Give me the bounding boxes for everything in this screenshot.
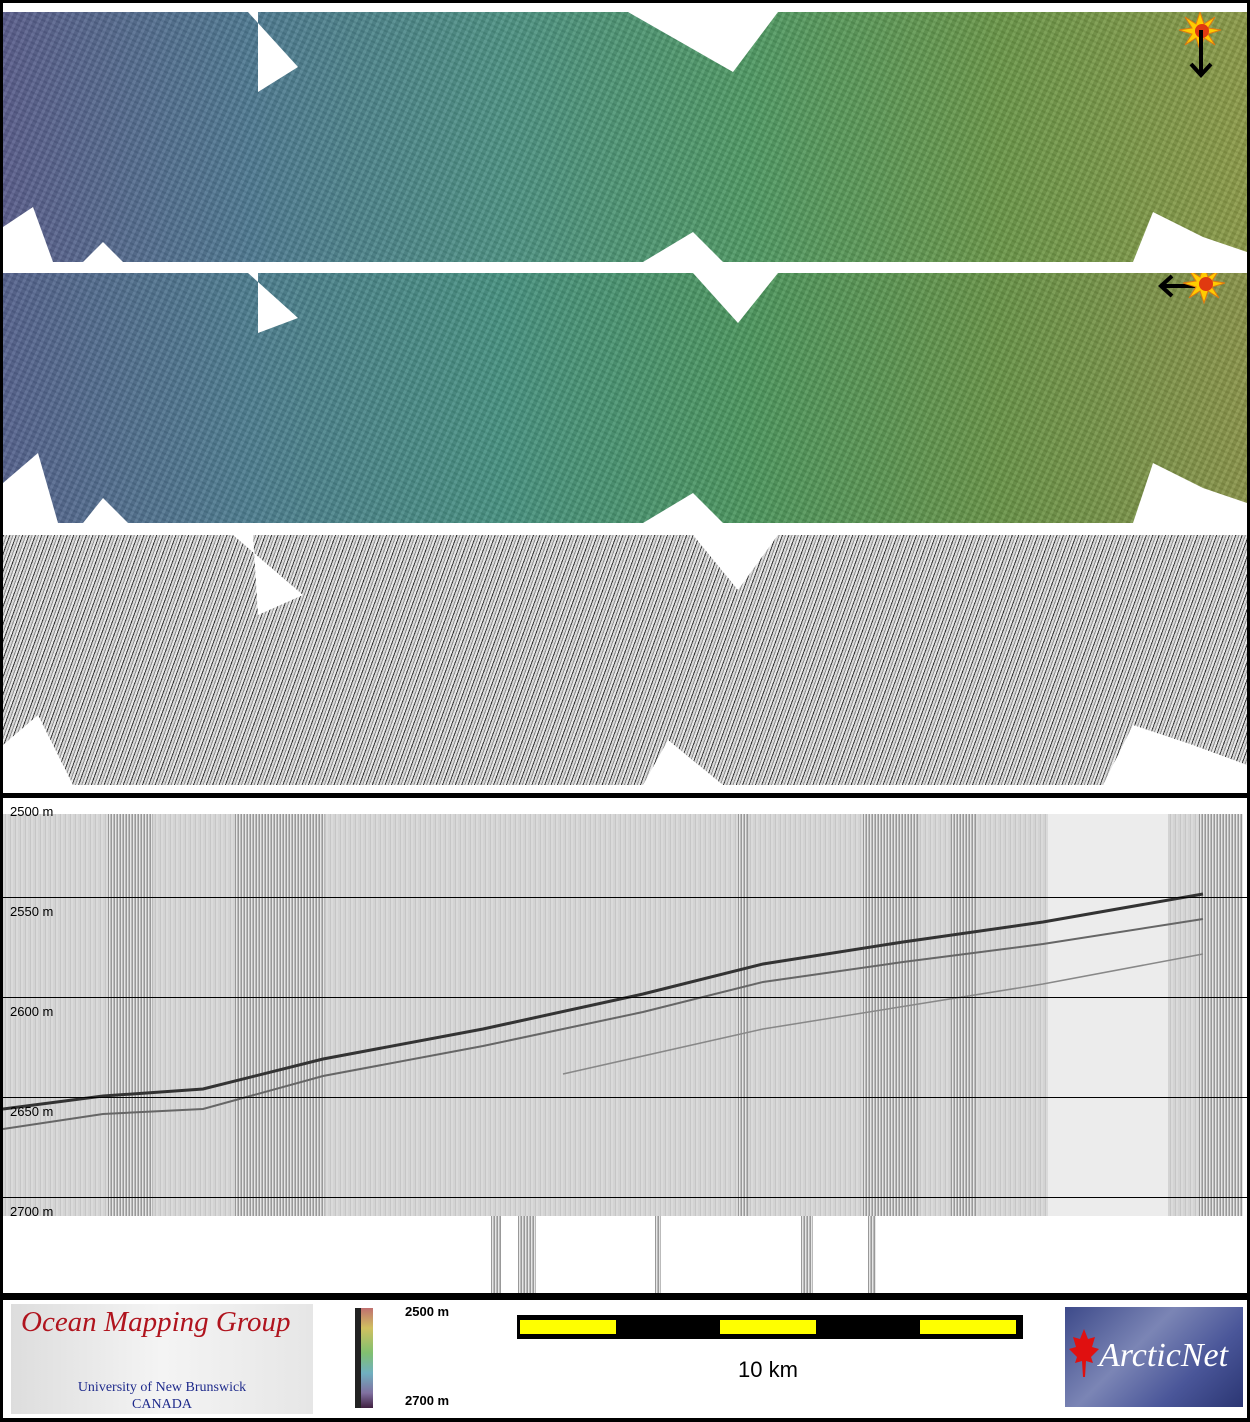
- bathymetry-panel-north-illumination: [3, 12, 1247, 262]
- depth-label: 2650 m: [10, 1104, 54, 1119]
- ocean-mapping-group-logo: Ocean Mapping Group University of New Br…: [11, 1304, 313, 1414]
- depth-label: 2600 m: [10, 1004, 54, 1019]
- depth-gridline: [3, 1097, 1247, 1098]
- survey-coverage-gaps: [3, 535, 1247, 785]
- legend-bar: Ocean Mapping Group University of New Br…: [3, 1300, 1247, 1418]
- bathymetry-panel-east-illumination: [3, 273, 1247, 523]
- maple-leaf-icon: [1069, 1329, 1099, 1377]
- subbottom-profile-panel: 2500 m 2550 m 2600 m 2650 m 2700 m: [3, 800, 1247, 1293]
- depth-colorbar: [355, 1308, 373, 1408]
- bathymetry-texture: [3, 273, 1247, 523]
- arrow-down-icon: [1189, 30, 1213, 78]
- omg-university: University of New Brunswick: [77, 1380, 247, 1395]
- arcticnet-logo: ArcticNet: [1065, 1307, 1243, 1407]
- depth-label: 2500 m: [10, 804, 54, 819]
- arcticnet-logo-text: ArcticNet: [1099, 1337, 1229, 1374]
- omg-title: Ocean Mapping Group: [21, 1306, 291, 1338]
- survey-coverage-gaps: [3, 273, 1247, 523]
- sidescan-texture: [3, 535, 1247, 785]
- survey-coverage-gaps: [3, 12, 1247, 262]
- subbottom-profile-image: [3, 814, 1243, 1216]
- sun-icon: [1182, 273, 1226, 305]
- bathymetry-texture: [3, 12, 1247, 262]
- scale-label: 10 km: [738, 1357, 798, 1382]
- colorbar-bottom-label: 2700 m: [405, 1393, 450, 1408]
- panel-divider: [0, 793, 1250, 798]
- depth-gridline: [3, 897, 1247, 898]
- depth-gridline: [3, 1197, 1247, 1198]
- scale-bar: [517, 1315, 1023, 1339]
- seafloor-reflector: [3, 892, 1204, 1130]
- colorbar-top-label: 2500 m: [405, 1304, 450, 1319]
- omg-country: CANADA: [132, 1397, 192, 1412]
- depth-label: 2700 m: [10, 1204, 54, 1219]
- sidescan-panel: [3, 535, 1247, 785]
- depth-label: 2550 m: [10, 904, 54, 919]
- depth-gridline: [3, 997, 1247, 998]
